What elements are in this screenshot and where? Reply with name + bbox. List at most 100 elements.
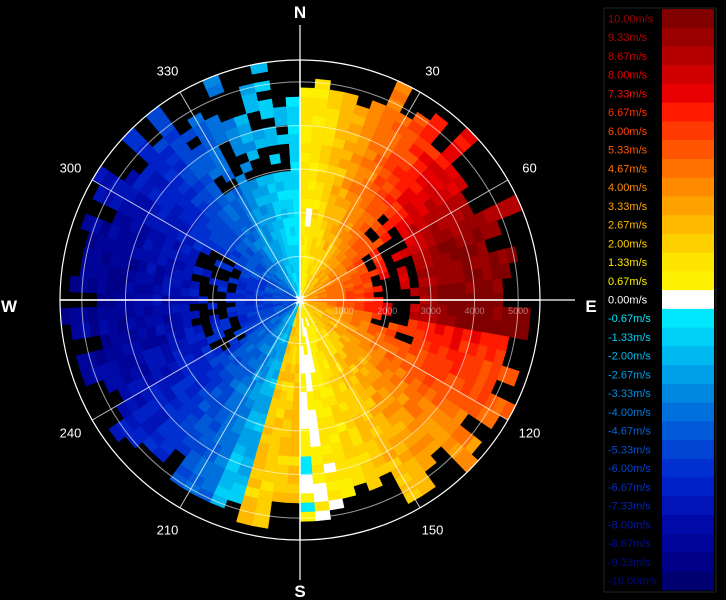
legend-label: 5.33m/s (608, 145, 648, 157)
velocity-cell (292, 401, 301, 412)
legend-swatch (662, 402, 714, 422)
velocity-cell (291, 410, 301, 421)
legend-swatch (662, 140, 714, 160)
velocity-cell (290, 170, 301, 181)
velocity-cell (299, 502, 316, 513)
legend-label: 0.67m/s (608, 276, 648, 288)
velocity-cell (409, 287, 421, 297)
velocity-cell (316, 417, 328, 429)
velocity-cell (299, 391, 308, 402)
legend-swatch (662, 571, 714, 591)
legend-swatch (662, 233, 714, 254)
velocity-cell (170, 303, 181, 314)
velocity-cell (364, 292, 375, 298)
velocity-cell (180, 311, 192, 322)
south-label: S (294, 582, 305, 600)
velocity-cell (283, 180, 293, 191)
legend-label: 6.00m/s (608, 126, 648, 138)
velocity-cell (517, 322, 530, 341)
legend-label: -0.67m/s (608, 313, 651, 325)
velocity-cell (314, 78, 332, 91)
legend-label: 0.00m/s (608, 295, 648, 307)
velocity-cell (269, 153, 281, 165)
velocity-cell (299, 170, 310, 181)
legend-swatch (662, 346, 714, 366)
velocity-cell (236, 512, 255, 526)
velocity-cell (492, 278, 504, 294)
velocity-cell (288, 456, 301, 467)
velocity-cell (312, 482, 328, 494)
range-ring-label: 3000 (421, 306, 441, 316)
velocity-cell (354, 292, 365, 299)
legend-label: -6.00m/s (608, 463, 651, 475)
velocity-cell (272, 171, 284, 183)
velocity-cell (419, 286, 430, 297)
legend-swatch (662, 383, 714, 404)
legend-swatch (662, 496, 714, 516)
legend-label: 2.67m/s (608, 220, 648, 232)
legend-label: 4.00m/s (608, 182, 648, 194)
legend-swatch (662, 215, 714, 235)
velocity-cell (371, 312, 383, 321)
bearing-label: 240 (60, 426, 82, 441)
velocity-cell (106, 279, 117, 294)
legend-label: 8.67m/s (608, 51, 648, 63)
velocity-cell (152, 314, 164, 326)
range-ring-label: 1000 (334, 306, 354, 316)
velocity-cell (133, 305, 145, 318)
velocity-cell (311, 473, 326, 485)
velocity-cell (288, 216, 296, 228)
bearing-spoke (299, 299, 509, 421)
velocity-cell (299, 216, 307, 227)
velocity-cell (293, 373, 301, 384)
velocity-cell (299, 511, 316, 522)
bearing-label: 330 (157, 64, 179, 79)
legend-swatch (662, 196, 714, 216)
velocity-cell (70, 322, 83, 341)
velocity-cell (283, 409, 293, 420)
west-label: W (1, 297, 18, 316)
velocity-cell (313, 500, 330, 513)
velocity-cell (133, 282, 145, 295)
north-label: N (294, 3, 306, 22)
velocity-cell (310, 134, 324, 145)
velocity-cell (142, 304, 154, 317)
velocity-cell (286, 474, 301, 485)
velocity-cell (106, 306, 117, 321)
velocity-cell (69, 307, 80, 325)
range-ring-label: 5000 (508, 306, 528, 316)
velocity-cell (306, 391, 315, 402)
velocity-cell (80, 213, 95, 232)
bearing-label: 120 (519, 426, 541, 441)
velocity-cell (286, 105, 301, 117)
range-ring-labels: 1000 2000 3000 4000 5000 (334, 306, 529, 316)
legend-swatch (662, 477, 714, 497)
range-ring-label: 4000 (465, 306, 485, 316)
legend-label: 9.33m/s (608, 32, 648, 44)
velocity-cell (189, 280, 201, 290)
velocity-cell (272, 106, 288, 118)
velocity-cell (445, 315, 457, 328)
legend-label: -8.00m/s (608, 519, 651, 531)
legend-label: -6.67m/s (608, 482, 651, 494)
velocity-cell (284, 189, 294, 200)
radar-site-marker (294, 294, 306, 306)
velocity-cell (499, 262, 512, 280)
velocity-cell (299, 105, 314, 117)
velocity-cell (313, 97, 329, 109)
legend-label: -8.67m/s (608, 538, 651, 550)
velocity-cell (235, 301, 246, 308)
legend-labels: 10.00m/s 9.33m/s 8.67m/s 8.00m/s 7.33m/s 6.67… (608, 13, 657, 587)
legend-swatch (662, 533, 714, 554)
velocity-cell (454, 270, 466, 284)
velocity-cell (299, 474, 314, 485)
legend-label: -4.00m/s (608, 407, 651, 419)
legend-swatch (662, 65, 714, 85)
velocity-cell (271, 491, 287, 503)
bearing-label: 150 (422, 523, 444, 538)
velocity-cell (276, 134, 290, 145)
velocity-cell (115, 280, 126, 295)
velocity-cell (299, 493, 315, 504)
velocity-cell (69, 275, 80, 293)
